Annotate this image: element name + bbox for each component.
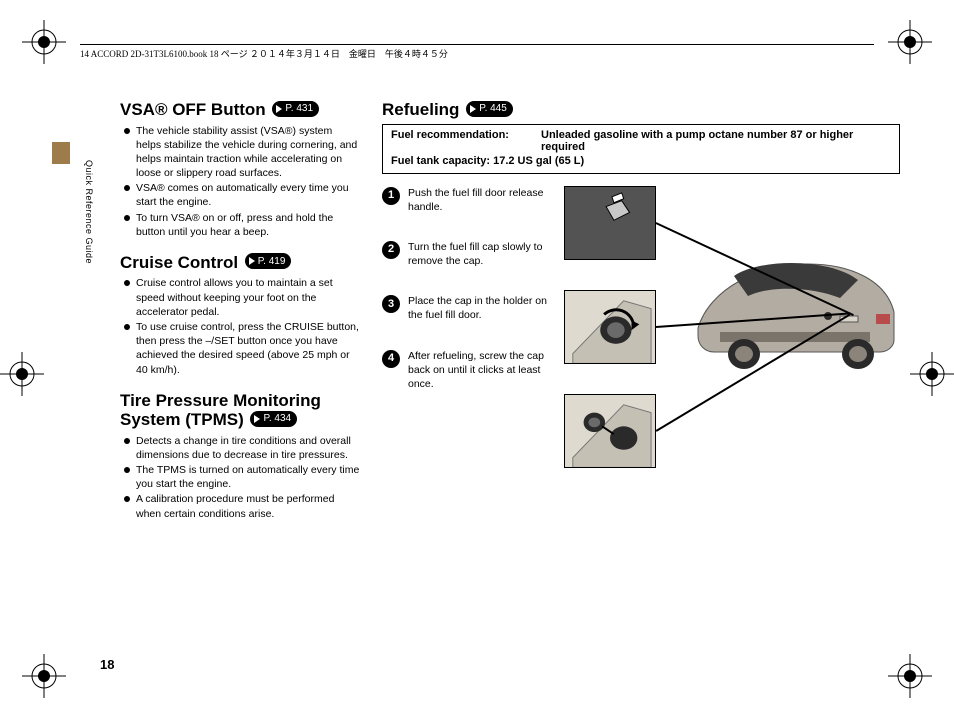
cruise-list: Cruise control allows you to maintain a … (120, 276, 360, 376)
fuel-rec-label: Fuel recommendation: (391, 129, 541, 153)
section-label: Quick Reference Guide (84, 160, 94, 264)
tpms-heading: Tire Pressure Monitoring System (TPMS) P… (120, 391, 360, 430)
page-ref-pill: P. 431 (272, 101, 319, 117)
crop-mark-icon (888, 20, 932, 64)
manual-page: 14 ACCORD 2D-31T3L6100.book 18 ページ ２０１４年… (0, 0, 954, 718)
step-item: 2 Turn the fuel fill cap slowly to remov… (382, 240, 552, 268)
refuel-heading: Refueling P. 445 (382, 100, 900, 120)
release-handle-icon (565, 187, 655, 259)
crop-mark-icon (22, 654, 66, 698)
page-ref-pill: P. 434 (250, 411, 297, 427)
cap-holder-icon (565, 395, 655, 467)
step-item: 3 Place the cap in the holder on the fue… (382, 294, 552, 322)
car-illustration (690, 236, 900, 376)
crop-mark-icon (0, 352, 44, 396)
fuel-rec-value: Unleaded gasoline with a pump octane num… (541, 129, 891, 153)
page-ref-pill: P. 445 (466, 101, 513, 117)
step-text: Place the cap in the holder on the fuel … (408, 294, 552, 322)
crop-mark-icon (910, 352, 954, 396)
step-text: Turn the fuel fill cap slowly to remove … (408, 240, 552, 268)
step-item: 4 After refueling, screw the cap back on… (382, 349, 552, 392)
cruise-title: Cruise Control (120, 253, 238, 272)
tpms-list: Detects a change in tire conditions and … (120, 434, 360, 521)
vsa-heading: VSA® OFF Button P. 431 (120, 100, 360, 120)
content-area: VSA® OFF Button P. 431 The vehicle stabi… (120, 100, 900, 535)
inset-fuel-cap-remove (564, 290, 656, 364)
left-column: VSA® OFF Button P. 431 The vehicle stabi… (120, 100, 360, 535)
vsa-list: The vehicle stability assist (VSA®) syst… (120, 124, 360, 239)
step-item: 1 Push the fuel fill door release handle… (382, 186, 552, 214)
list-item: Cruise control allows you to maintain a … (120, 276, 360, 319)
crop-mark-icon (22, 20, 66, 64)
steps-column: 1 Push the fuel fill door release handle… (382, 186, 552, 496)
step-number-icon: 2 (382, 241, 400, 259)
page-number: 18 (100, 657, 114, 672)
refuel-title: Refueling (382, 100, 459, 119)
refuel-steps-area: 1 Push the fuel fill door release handle… (382, 186, 900, 496)
page-ref-pill: P. 419 (245, 253, 292, 269)
print-header: 14 ACCORD 2D-31T3L6100.book 18 ページ ２０１４年… (80, 44, 874, 60)
fuel-capacity: Fuel tank capacity: 17.2 US gal (65 L) (391, 155, 891, 167)
list-item: Detects a change in tire conditions and … (120, 434, 360, 462)
list-item: A calibration procedure must be performe… (120, 492, 360, 520)
section-color-tab (52, 142, 70, 164)
inset-cap-holder (564, 394, 656, 468)
crop-mark-icon (888, 654, 932, 698)
fuel-info-box: Fuel recommendation: Unleaded gasoline w… (382, 124, 900, 174)
step-number-icon: 3 (382, 295, 400, 313)
cruise-heading: Cruise Control P. 419 (120, 253, 360, 273)
fuel-cap-icon (565, 291, 655, 363)
step-number-icon: 1 (382, 187, 400, 205)
list-item: The TPMS is turned on automatically ever… (120, 463, 360, 491)
list-item: To turn VSA® on or off, press and hold t… (120, 211, 360, 239)
list-item: To use cruise control, press the CRUISE … (120, 320, 360, 377)
right-column: Refueling P. 445 Fuel recommendation: Un… (382, 100, 900, 535)
illustration-area (564, 186, 900, 496)
step-text: Push the fuel fill door release handle. (408, 186, 552, 214)
list-item: The vehicle stability assist (VSA®) syst… (120, 124, 360, 181)
step-number-icon: 4 (382, 350, 400, 368)
vsa-title: VSA® OFF Button (120, 100, 266, 119)
inset-release-handle (564, 186, 656, 260)
step-text: After refueling, screw the cap back on u… (408, 349, 552, 392)
list-item: VSA® comes on automatically every time y… (120, 181, 360, 209)
